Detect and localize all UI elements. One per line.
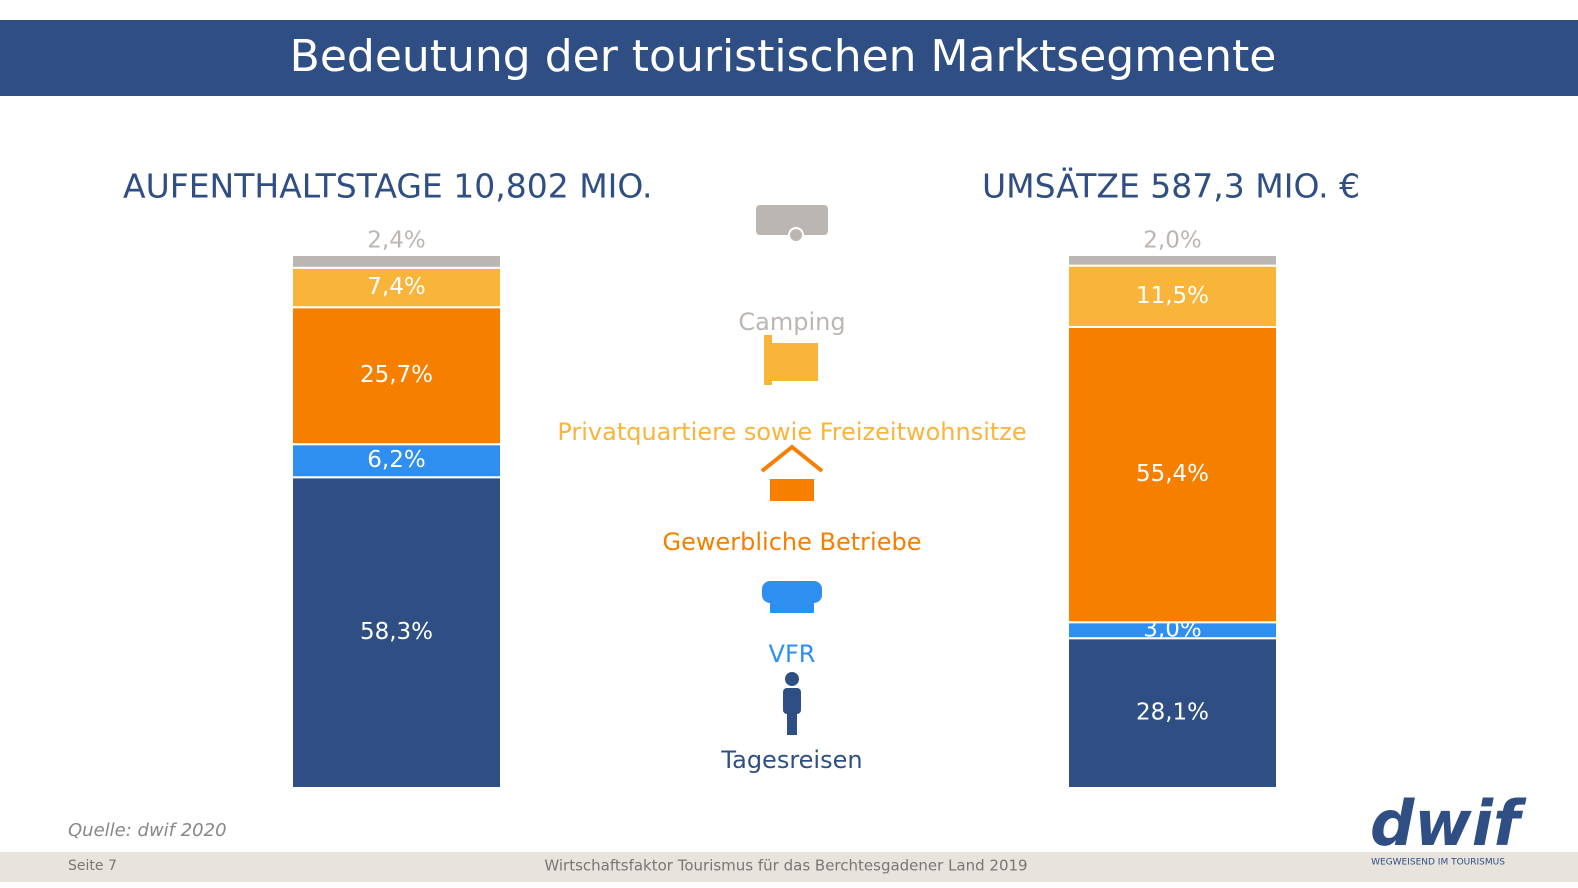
legend-icon [783, 688, 801, 714]
page-number: Seite 7 [68, 858, 117, 874]
value-label: 28,1% [1136, 700, 1209, 726]
value-label: 6,2% [367, 447, 425, 473]
legend-label: VFR [769, 640, 816, 668]
slide-title: Bedeutung der touristischen Marktsegment… [290, 31, 1277, 82]
logo: dwif [1370, 787, 1527, 860]
bar-segment [291, 306, 502, 446]
legend-icon [760, 444, 824, 473]
value-label: 7,4% [367, 274, 425, 300]
footer-band [0, 852, 1578, 882]
value-label: 25,7% [360, 362, 433, 388]
bar-segment [1067, 264, 1278, 328]
value-label: 2,4% [367, 228, 425, 254]
bar-segment [291, 254, 502, 269]
value-label: 58,3% [360, 619, 433, 645]
legend-label: Tagesreisen [720, 746, 862, 774]
bar-segment [1067, 254, 1278, 267]
legend-icon [764, 335, 772, 385]
legend-icon [756, 205, 828, 235]
legend-label: Gewerbliche Betriebe [663, 528, 922, 556]
legend-icon [770, 599, 814, 613]
category-title: AUFENTHALTSTAGE 10,802 MIO. [123, 167, 653, 206]
legend-icon [785, 672, 799, 686]
category-title: UMSÄTZE 587,3 MIO. € [982, 167, 1360, 206]
legend-label: Privatquartiere sowie Freizeitwohnsitze [557, 418, 1026, 446]
value-label: 2,0% [1143, 228, 1201, 254]
footer-text: Wirtschaftsfaktor Tourismus für das Berc… [544, 857, 1027, 875]
legend-icon [787, 711, 797, 735]
value-label: 11,5% [1136, 283, 1209, 309]
bar-segment [291, 476, 502, 789]
header-band [0, 20, 1578, 96]
legend-icon [772, 343, 818, 381]
bar-segment [1067, 637, 1278, 789]
legend-icon [762, 581, 822, 603]
value-label: 55,4% [1136, 461, 1209, 487]
legend-label: Camping [738, 308, 845, 336]
logo-tagline: WEGWEISEND IM TOURISMUS [1371, 858, 1505, 868]
legend-icon [788, 227, 804, 243]
legend-icon [770, 479, 814, 501]
bar-segment [1067, 325, 1278, 624]
bar-segment [291, 443, 502, 479]
source: Quelle: dwif 2020 [68, 820, 227, 841]
